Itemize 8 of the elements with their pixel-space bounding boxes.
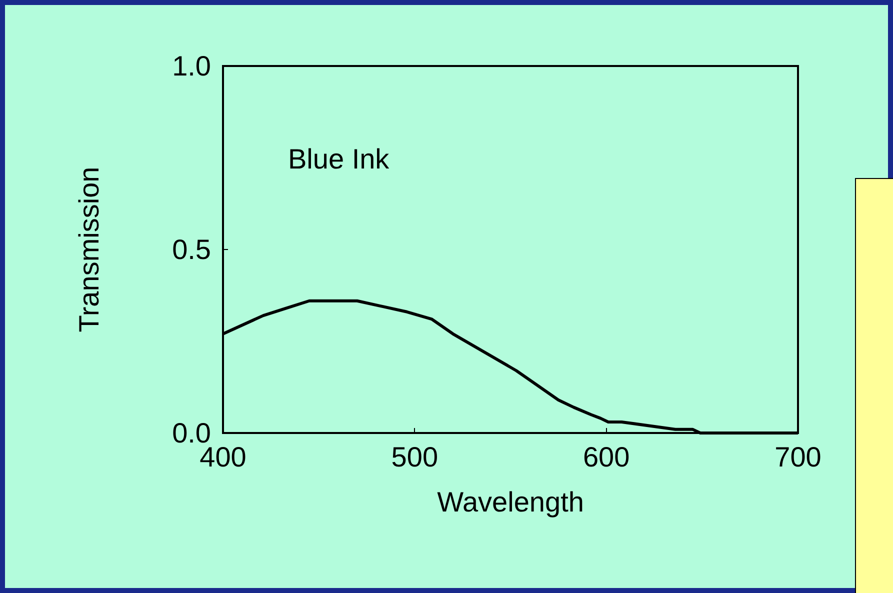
x-tick-label: 500 (391, 442, 438, 472)
x-axis-title: Wavelength (437, 486, 584, 518)
y-axis-title: Transmission (74, 166, 104, 332)
y-tick-label: 1.0 (172, 50, 211, 82)
y-tick-label: 0.5 (172, 234, 211, 265)
x-tick-label: 600 (582, 442, 630, 472)
x-tick-label: 700 (774, 442, 822, 472)
annotation: Blue Ink (288, 144, 390, 174)
